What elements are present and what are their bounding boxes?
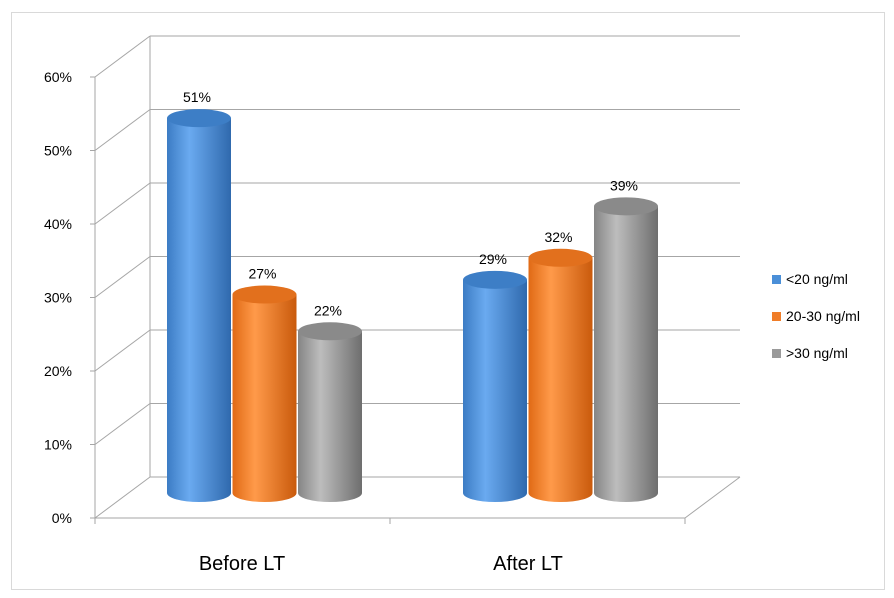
bar-top (232, 285, 297, 304)
data-label: 39% (610, 177, 638, 193)
bars (167, 109, 658, 503)
gridline-side (94, 403, 151, 445)
y-tick-label: 40% (44, 216, 72, 232)
gridline-side (94, 476, 151, 519)
data-label: 51% (183, 89, 211, 105)
y-tick-label: 10% (44, 437, 72, 453)
chart-frame (11, 12, 885, 590)
data-label: 22% (314, 302, 342, 318)
legend: <20 ng/ml 20-30 ng/ml >30 ng/ml (772, 271, 860, 361)
legend-label: >30 ng/ml (786, 345, 848, 361)
x-axis-labels: Before LT After LT (199, 553, 563, 575)
gridline-side (94, 182, 151, 225)
legend-label: 20-30 ng/ml (786, 308, 860, 324)
data-labels: 51% 27% 22% 29% 32% 39% (183, 89, 638, 318)
bar-body (167, 118, 231, 503)
bar (594, 197, 658, 502)
gridline-side (94, 109, 151, 151)
y-tick-label: 20% (44, 363, 72, 379)
bar-top (528, 248, 593, 267)
y-tick-label: 50% (44, 143, 72, 159)
y-axis-labels: 0% 10% 20% 30% 40% 50% 60% (44, 69, 72, 526)
bar-top (463, 270, 527, 289)
y-tick-label: 30% (44, 290, 72, 306)
bar (298, 322, 362, 502)
bar-top (298, 322, 362, 341)
bar-body (463, 279, 527, 502)
gridline-side (94, 35, 151, 78)
data-label: 27% (248, 266, 276, 282)
bar-body (232, 294, 297, 502)
y-tick-label: 60% (44, 69, 72, 85)
data-label: 29% (479, 251, 507, 267)
bar-top (594, 197, 658, 216)
gridline-side (94, 256, 151, 298)
bar (167, 109, 231, 503)
gridline-side (94, 329, 151, 372)
bar-body (594, 206, 658, 502)
legend-label: <20 ng/ml (786, 271, 848, 287)
legend-swatch (772, 312, 781, 321)
legend-swatch (772, 349, 781, 358)
bar-body (528, 257, 593, 502)
legend-swatch (772, 275, 781, 284)
x-category-label: After LT (493, 553, 563, 575)
bar (463, 270, 527, 502)
bar (528, 248, 593, 502)
floor-right-edge (684, 476, 741, 519)
y-tick-label: 0% (52, 510, 72, 526)
bar-body (298, 331, 362, 502)
bar-top (167, 109, 231, 128)
x-category-label: Before LT (199, 553, 285, 575)
data-label: 32% (544, 229, 572, 245)
bar (232, 285, 297, 502)
